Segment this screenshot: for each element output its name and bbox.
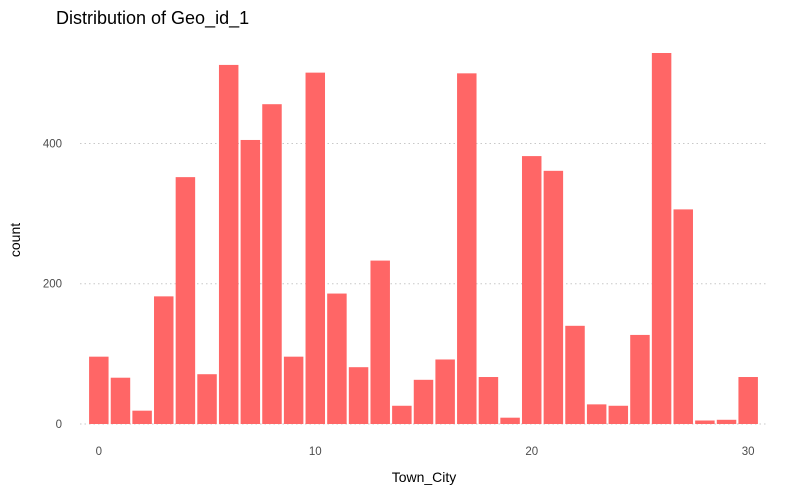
bar-19 — [500, 417, 520, 424]
bar-29 — [716, 419, 737, 424]
bar-17 — [457, 73, 477, 424]
bar-6 — [218, 64, 239, 425]
bar-14 — [392, 405, 412, 424]
x-tick-label: 20 — [525, 446, 538, 458]
bar-13 — [370, 260, 390, 424]
bar-20 — [521, 156, 542, 424]
bar-26 — [651, 53, 672, 424]
bar-30 — [738, 377, 758, 424]
y-tick-label: 200 — [43, 279, 62, 291]
bar-4 — [175, 177, 196, 424]
bar-15 — [413, 379, 434, 424]
bar-27 — [673, 209, 693, 424]
bar-2 — [132, 410, 152, 424]
bar-16 — [435, 359, 455, 424]
bar-8 — [262, 104, 282, 424]
bar-3 — [154, 296, 174, 424]
bar-10 — [305, 72, 326, 424]
x-tick-label: 0 — [96, 446, 102, 458]
bar-21 — [543, 170, 564, 424]
chart-title: Distribution of Geo_id_1 — [56, 8, 249, 29]
x-tick-label: 30 — [742, 446, 755, 458]
bar-7 — [240, 139, 261, 424]
bar-28 — [695, 420, 715, 424]
y-axis-title: count — [7, 223, 23, 257]
bar-9 — [283, 356, 304, 424]
y-tick-label: 0 — [56, 419, 62, 431]
bar-24 — [608, 405, 629, 424]
bar-23 — [586, 404, 607, 424]
bar-1 — [110, 377, 131, 424]
bar-18 — [478, 377, 499, 424]
bars — [89, 53, 758, 425]
bar-0 — [89, 356, 109, 424]
bar-25 — [630, 334, 650, 424]
bar-22 — [565, 325, 585, 424]
bar-11 — [327, 293, 347, 424]
bar-12 — [348, 367, 369, 424]
x-axis: 0 10 20 30 — [96, 446, 755, 458]
x-tick-label: 10 — [309, 446, 322, 458]
x-axis-title: Town_City — [392, 469, 457, 485]
y-tick-label: 400 — [43, 138, 62, 150]
y-axis: 0 200 400 — [43, 138, 62, 431]
bar-5 — [197, 374, 217, 424]
